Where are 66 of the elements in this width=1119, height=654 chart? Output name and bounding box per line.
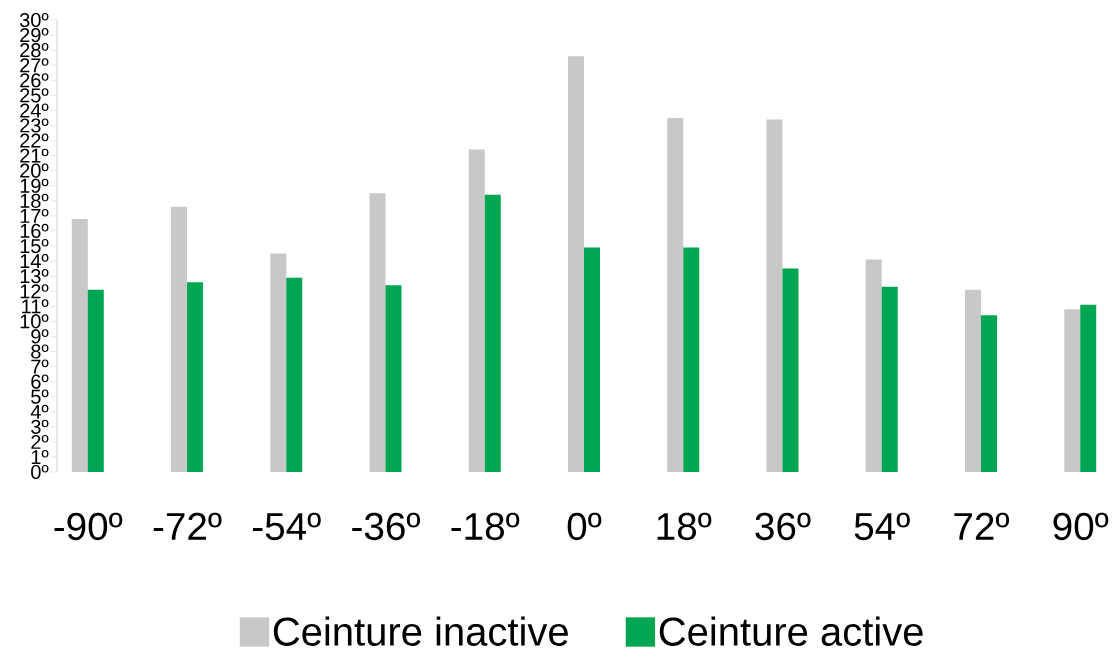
- bar: [286, 277, 303, 472]
- y-tick-label: 0º: [31, 464, 49, 480]
- bar: [667, 117, 684, 472]
- legend-label: Ceinture inactive: [273, 616, 568, 646]
- y-tick-label: 10º: [20, 314, 49, 329]
- bar: [484, 194, 501, 472]
- x-tick-label: 36º: [755, 512, 811, 541]
- bar: [766, 119, 783, 472]
- y-tick-label: 1º: [31, 449, 49, 464]
- bar: [369, 193, 386, 472]
- bar: [568, 56, 585, 472]
- y-tick-label: 2º: [31, 434, 49, 449]
- y-tick-label: 16º: [20, 223, 49, 239]
- y-tick-label: 22º: [20, 133, 49, 148]
- y-tick-label: 24º: [20, 103, 49, 118]
- x-tick-label: 90º: [1053, 512, 1109, 541]
- bar: [171, 206, 188, 472]
- y-tick-label: 9º: [31, 329, 49, 344]
- y-tick-label: 18º: [20, 193, 49, 208]
- bar: [468, 149, 485, 472]
- bar: [683, 247, 700, 472]
- bar: [71, 218, 88, 472]
- y-tick-label: 26º: [20, 73, 49, 88]
- x-tick-label: -54º: [252, 512, 321, 541]
- y-tick-label: 27º: [20, 58, 49, 73]
- bar: [782, 268, 799, 472]
- bar: [187, 282, 204, 472]
- y-tick-label: 13º: [20, 269, 49, 284]
- y-tick-label: 17º: [20, 208, 49, 223]
- y-tick-label: 20º: [20, 163, 49, 178]
- x-tick-label: -90º: [54, 512, 123, 541]
- y-tick-label: 23º: [20, 118, 49, 133]
- bar: [865, 259, 882, 472]
- legend-label: Ceinture active: [659, 616, 923, 646]
- y-tick-label: 28º: [20, 43, 49, 58]
- y-tick-label: 29º: [20, 28, 49, 43]
- x-tick-label: 18º: [657, 512, 712, 541]
- x-tick-label: -36º: [352, 512, 421, 541]
- bar: [270, 253, 287, 472]
- y-tick-label: 21º: [20, 148, 49, 163]
- x-tick-label: 72º: [954, 512, 1010, 540]
- y-tick-label: 11º: [22, 299, 49, 314]
- y-tick-label: 25º: [20, 88, 49, 103]
- y-tick-label: 4º: [30, 404, 49, 419]
- y-tick-label: 15º: [20, 238, 49, 254]
- bar: [1064, 309, 1081, 472]
- bar: [980, 315, 997, 472]
- bar: [87, 289, 104, 472]
- bar: [385, 285, 402, 472]
- y-tick-label: 6º: [31, 374, 49, 389]
- y-tick-label: 30º: [19, 12, 49, 28]
- y-tick-label: 14º: [20, 254, 49, 269]
- x-tick-label: -18º: [451, 512, 520, 541]
- x-tick-label: 54º: [854, 512, 910, 541]
- bar: [584, 247, 600, 472]
- bar: [1080, 304, 1097, 472]
- x-tick-label: 0º: [567, 512, 602, 541]
- y-tick-label: 7º: [31, 359, 49, 374]
- y-tick-label: 5º: [31, 389, 49, 404]
- bar: [881, 286, 898, 472]
- bar: [964, 289, 981, 472]
- y-tick-label: 12º: [20, 284, 49, 299]
- y-tick-label: 8º: [31, 344, 49, 359]
- y-tick-label: 19º: [20, 178, 49, 193]
- y-tick-label: 3º: [31, 419, 49, 434]
- x-tick-label: -72º: [153, 512, 222, 540]
